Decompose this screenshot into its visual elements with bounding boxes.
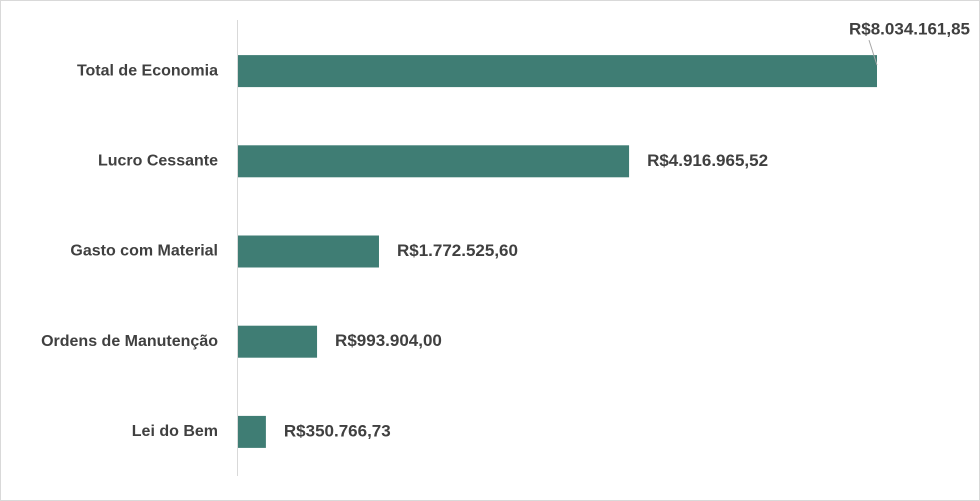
leader-line [868,39,878,66]
category-label: Gasto com Material [70,243,218,260]
value-label: R$1.772.525,60 [397,241,518,260]
category-label: Ordens de Manutenção [41,333,218,350]
category-label: Total de Economia [77,62,218,79]
bar [238,145,630,178]
bar [238,415,266,448]
value-label: R$4.916.965,52 [647,151,768,170]
category-label: Lei do Bem [132,423,218,440]
value-label: R$350.766,73 [284,421,391,440]
value-label: R$993.904,00 [335,331,442,350]
category-label: Lucro Cessante [98,153,218,170]
bar [238,55,877,88]
bar [238,235,379,268]
value-label: R$8.034.161,85 [849,20,970,39]
bar [238,325,318,358]
